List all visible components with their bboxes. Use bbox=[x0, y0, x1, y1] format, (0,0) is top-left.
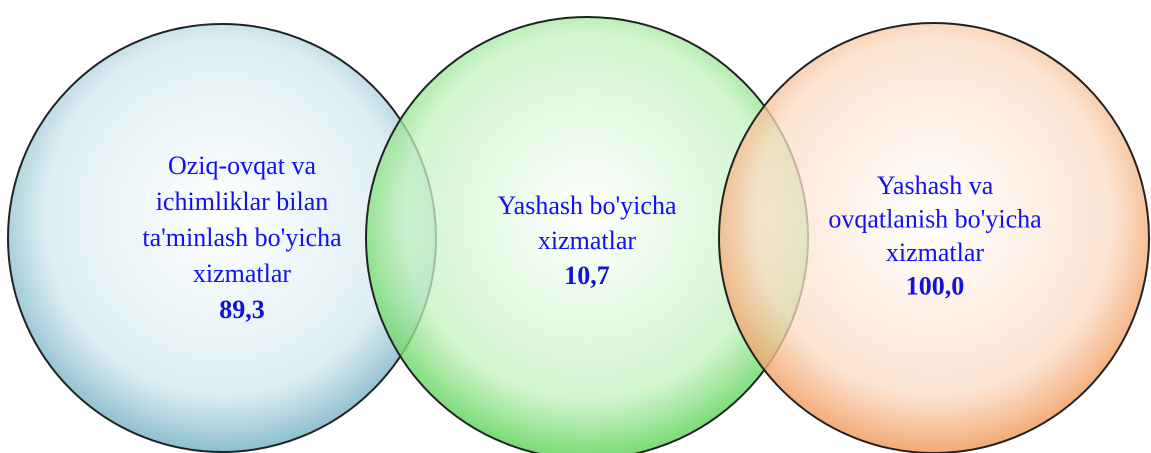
node-label: Yashash bo'yicha bbox=[498, 191, 677, 220]
circle bbox=[718, 22, 1150, 453]
node-label: xizmatlar bbox=[886, 238, 985, 267]
node-value: 10,7 bbox=[564, 261, 610, 290]
node-label: Oziq-ovqat va bbox=[168, 151, 316, 180]
node-label: ichimliklar bilan bbox=[156, 187, 329, 216]
node-value: 100,0 bbox=[906, 271, 965, 300]
node-label: xizmatlar bbox=[538, 226, 637, 255]
node-label: ta'minlash bo'yicha bbox=[142, 223, 342, 252]
labels: Oziq-ovqat va ichimliklar bilan ta'minlash… bbox=[142, 151, 1042, 324]
node-label: Yashash va bbox=[877, 171, 994, 200]
node-value: 89,3 bbox=[219, 295, 265, 324]
node-label: xizmatlar bbox=[193, 259, 292, 288]
node-label: ovqatlanish bo'yicha bbox=[828, 204, 1042, 233]
